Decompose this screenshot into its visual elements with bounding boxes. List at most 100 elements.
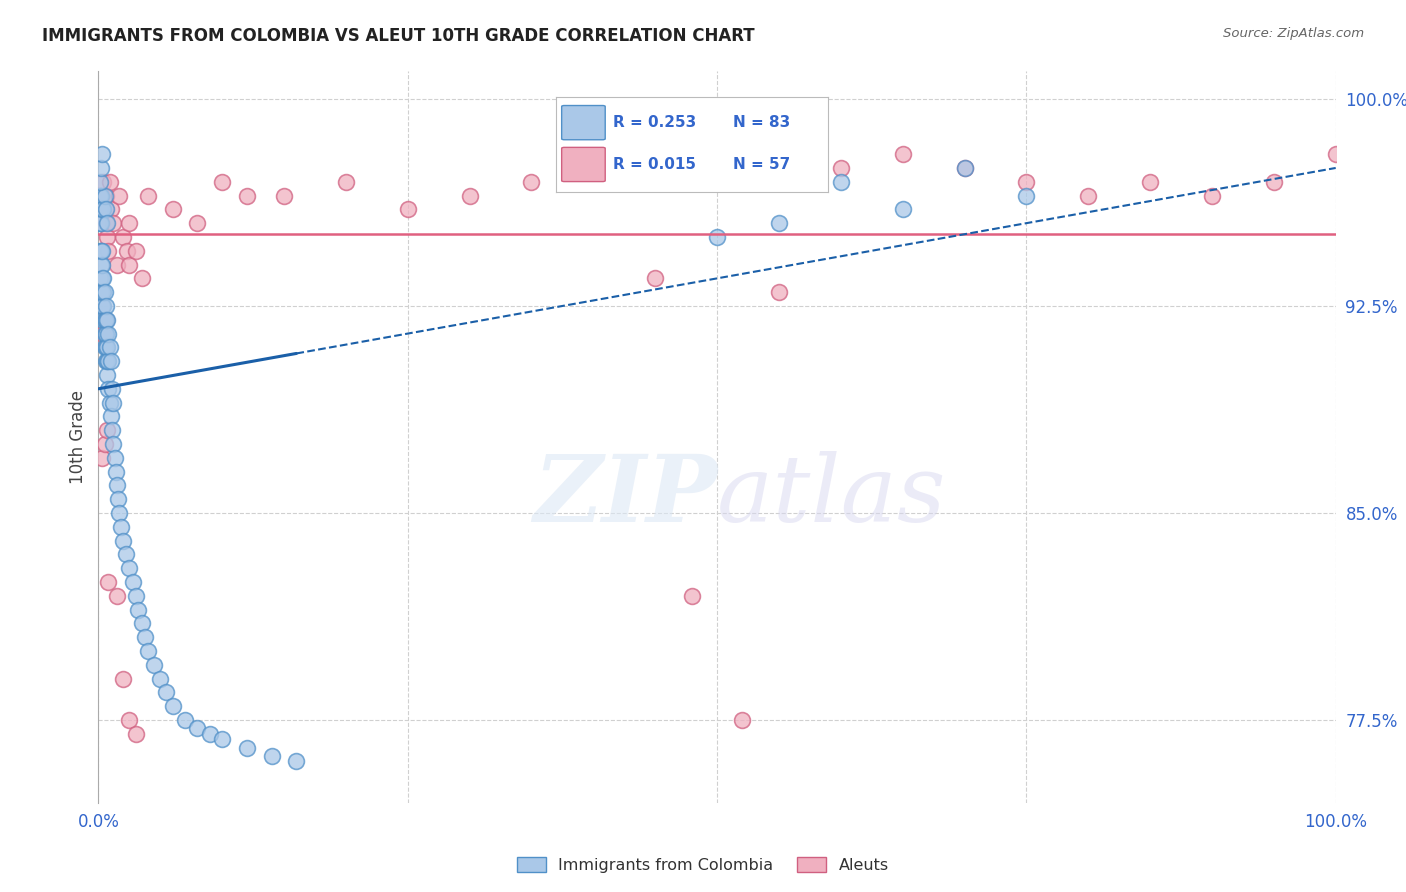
- Point: [236, 740, 259, 755]
- Point: [335, 175, 357, 189]
- Text: ZIP: ZIP: [533, 450, 717, 541]
- Point: [115, 244, 138, 258]
- Point: [706, 230, 728, 244]
- Point: [91, 188, 114, 202]
- Point: [93, 299, 115, 313]
- Point: [97, 574, 120, 589]
- Point: [768, 285, 790, 300]
- Point: [127, 602, 149, 616]
- Point: [93, 285, 115, 300]
- Point: [103, 437, 125, 451]
- Point: [706, 161, 728, 175]
- Point: [97, 326, 120, 341]
- Point: [90, 244, 112, 258]
- Point: [891, 202, 914, 217]
- Point: [91, 285, 114, 300]
- Point: [89, 216, 111, 230]
- Point: [94, 312, 117, 326]
- Point: [260, 748, 283, 763]
- Point: [89, 175, 111, 189]
- Point: [93, 175, 115, 189]
- Point: [149, 672, 172, 686]
- Point: [1015, 188, 1038, 202]
- Point: [98, 340, 121, 354]
- Point: [90, 216, 112, 230]
- Point: [103, 450, 125, 465]
- Point: [93, 312, 115, 326]
- Point: [768, 216, 790, 230]
- Text: IMMIGRANTS FROM COLOMBIA VS ALEUT 10TH GRADE CORRELATION CHART: IMMIGRANTS FROM COLOMBIA VS ALEUT 10TH G…: [42, 27, 755, 45]
- Point: [186, 721, 208, 735]
- Point: [112, 533, 135, 548]
- Point: [136, 644, 159, 658]
- Point: [93, 326, 115, 341]
- Point: [198, 727, 221, 741]
- Point: [96, 312, 118, 326]
- Point: [94, 354, 117, 368]
- Point: [124, 244, 146, 258]
- Point: [953, 161, 976, 175]
- Point: [98, 175, 121, 189]
- Point: [891, 147, 914, 161]
- Point: [90, 285, 112, 300]
- Point: [103, 216, 125, 230]
- Point: [211, 175, 233, 189]
- Point: [100, 409, 122, 424]
- Point: [90, 161, 112, 175]
- Point: [94, 340, 117, 354]
- Point: [90, 258, 112, 272]
- Point: [93, 202, 115, 217]
- Point: [91, 258, 114, 272]
- Point: [89, 271, 111, 285]
- Point: [273, 188, 295, 202]
- Point: [112, 672, 135, 686]
- Point: [211, 732, 233, 747]
- Point: [768, 175, 790, 189]
- Point: [96, 340, 118, 354]
- Point: [174, 713, 197, 727]
- Point: [162, 699, 184, 714]
- Point: [162, 202, 184, 217]
- Point: [90, 188, 112, 202]
- Point: [94, 216, 117, 230]
- Point: [582, 161, 605, 175]
- Point: [93, 188, 115, 202]
- Point: [96, 423, 118, 437]
- Point: [143, 657, 166, 672]
- Point: [91, 147, 114, 161]
- Point: [94, 326, 117, 341]
- Point: [93, 437, 115, 451]
- Point: [89, 202, 111, 217]
- Point: [118, 713, 141, 727]
- Point: [100, 202, 122, 217]
- Point: [94, 312, 117, 326]
- Y-axis label: 10th Grade: 10th Grade: [69, 390, 87, 484]
- Point: [93, 202, 115, 217]
- Point: [93, 285, 115, 300]
- Point: [91, 202, 114, 217]
- Point: [953, 161, 976, 175]
- Point: [108, 506, 131, 520]
- Point: [93, 271, 115, 285]
- Point: [96, 230, 118, 244]
- Point: [136, 188, 159, 202]
- Point: [100, 354, 122, 368]
- Point: [101, 382, 124, 396]
- Point: [104, 465, 127, 479]
- Point: [681, 589, 703, 603]
- Point: [105, 258, 128, 272]
- Point: [89, 244, 111, 258]
- Point: [155, 685, 177, 699]
- Point: [1139, 175, 1161, 189]
- Point: [118, 561, 141, 575]
- Point: [91, 450, 114, 465]
- Point: [98, 395, 121, 409]
- Point: [90, 202, 112, 217]
- Point: [89, 188, 111, 202]
- Point: [124, 727, 146, 741]
- Point: [105, 478, 128, 492]
- Point: [186, 216, 208, 230]
- Point: [94, 299, 117, 313]
- Point: [830, 161, 852, 175]
- Point: [89, 188, 111, 202]
